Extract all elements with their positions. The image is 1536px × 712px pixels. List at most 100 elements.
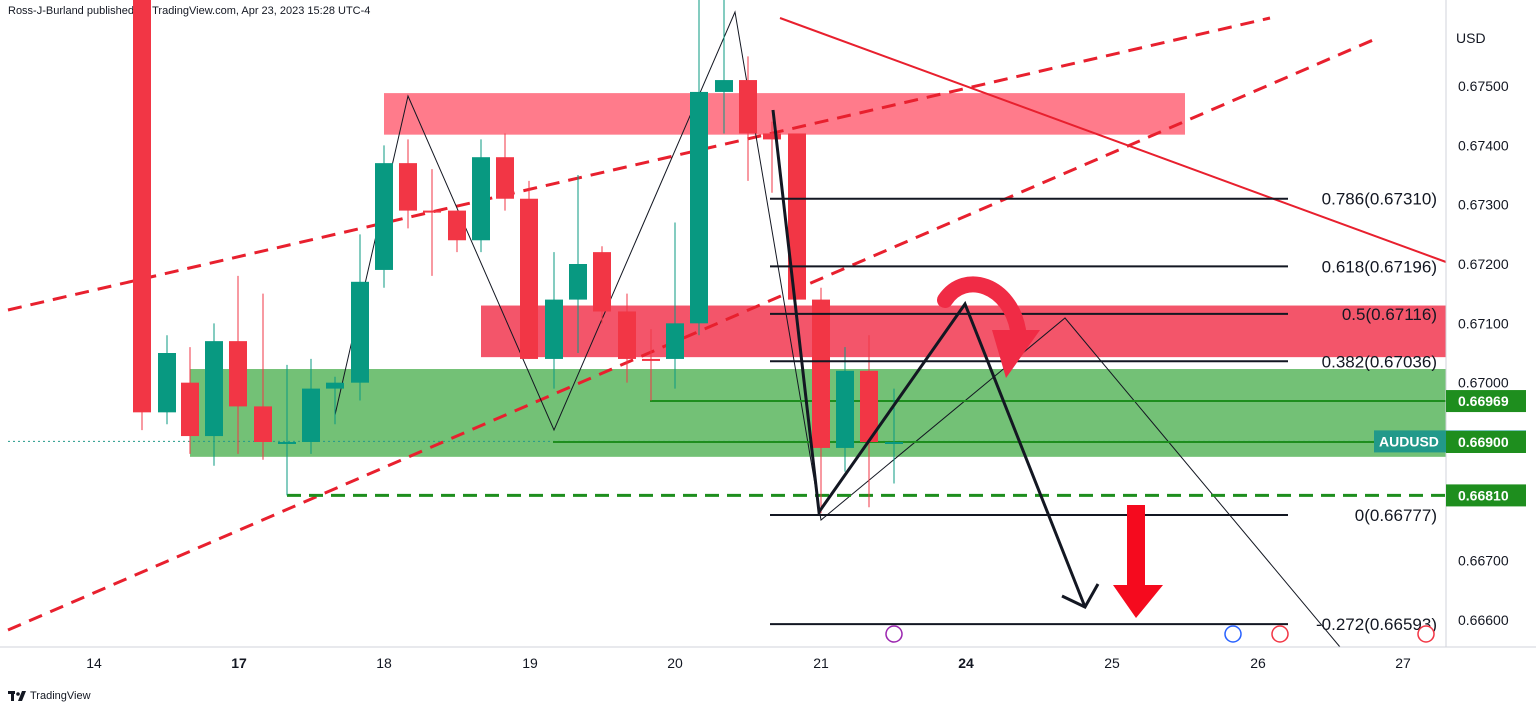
fib-label: 0.618(0.67196) <box>1322 257 1437 276</box>
y-tick-label: 0.67300 <box>1458 197 1509 213</box>
candle-body <box>423 210 441 213</box>
candle-body <box>860 370 878 442</box>
candle <box>569 175 587 353</box>
candle <box>496 133 514 211</box>
lower-trend-line <box>7 35 1381 632</box>
candle-body <box>739 80 757 134</box>
axes-layer: USD 0.67500 0.67400 0.67300 0.67200 0.67100 0.… <box>0 0 1536 671</box>
candle <box>520 180 538 359</box>
fibonacci-layer: 0.786(0.67310) 0.618(0.67196) 0.5(0.67116)… <box>770 190 1437 634</box>
down-arrow-shaft <box>1127 505 1145 585</box>
candle <box>642 329 660 401</box>
candle <box>836 347 854 472</box>
candle <box>351 234 369 401</box>
tradingview-brand[interactable]: TradingView <box>8 690 91 702</box>
candle <box>666 222 684 389</box>
us-flag-event-icon <box>1417 625 1435 643</box>
candle-body <box>885 442 903 444</box>
price-tag <box>1446 484 1526 507</box>
down-arrow-head <box>1113 585 1163 618</box>
candle <box>181 347 199 454</box>
price-tag <box>1446 390 1526 413</box>
candle-body <box>690 91 708 324</box>
candle-body <box>448 210 466 241</box>
candle-body <box>763 133 781 140</box>
candle <box>326 376 344 425</box>
lightning-event-icon <box>885 625 903 643</box>
candle <box>860 335 878 508</box>
y-tick-label: 0.67000 <box>1458 375 1509 391</box>
x-tick-label: 25 <box>1104 655 1120 671</box>
x-tick-label: 21 <box>813 655 829 671</box>
reversal-curve-arrowhead <box>992 330 1040 378</box>
candle-body <box>205 341 223 437</box>
candle <box>302 358 320 454</box>
candle-body <box>158 353 176 413</box>
price-tag <box>1446 431 1526 453</box>
candle-body <box>375 163 393 270</box>
candle-body <box>254 406 272 442</box>
fib-label: 0.5(0.67116) <box>1342 305 1437 324</box>
candle-body <box>666 323 684 359</box>
y-tick-label: 0.67400 <box>1458 137 1509 153</box>
candle <box>545 252 563 389</box>
candle <box>423 169 441 276</box>
candle-body <box>836 370 854 448</box>
x-tick-label: 17 <box>231 655 247 671</box>
currency-label: USD <box>1456 30 1486 46</box>
fib-label: 0.382(0.67036) <box>1322 352 1437 371</box>
x-tick-label: 24 <box>958 655 974 671</box>
x-tick-label: 20 <box>667 655 683 671</box>
candle-body <box>788 133 806 300</box>
candle <box>812 287 830 514</box>
candle <box>229 275 247 454</box>
candle <box>690 0 708 336</box>
upper-trend-line <box>7 16 1271 312</box>
x-tick-label: 19 <box>522 655 538 671</box>
candle-body <box>569 264 587 300</box>
candle-body <box>715 80 733 92</box>
candle <box>763 121 781 193</box>
projection-arrowhead <box>1061 583 1100 609</box>
y-tick-label: 0.67100 <box>1458 315 1509 331</box>
candle-body <box>812 299 830 448</box>
x-tick-label: 14 <box>86 655 102 671</box>
tradingview-logo-icon <box>8 690 26 701</box>
zigzag-pattern-line <box>334 10 1341 648</box>
candle <box>472 139 490 253</box>
candle <box>399 139 417 229</box>
candle <box>278 364 296 496</box>
candle-body <box>326 382 344 389</box>
x-tick-label: 18 <box>376 655 392 671</box>
candle <box>788 133 806 300</box>
candle <box>593 246 611 324</box>
fib-label: -0.272(0.66593) <box>1316 615 1437 634</box>
trendlines-layer <box>7 10 1447 648</box>
reversal-curve-arrow <box>937 276 1026 338</box>
aud-flag-event-icon <box>1224 625 1242 643</box>
candle-body <box>618 311 636 359</box>
fib-label: 0(0.66777) <box>1355 506 1437 525</box>
candle-body <box>496 157 514 199</box>
candle <box>448 210 466 253</box>
x-tick-label: 26 <box>1250 655 1266 671</box>
brand-label: TradingView <box>30 690 91 702</box>
candle <box>254 293 272 460</box>
symbol-tag <box>1374 430 1446 453</box>
resistance-zone <box>384 93 1185 135</box>
x-tick-label: 27 <box>1395 655 1411 671</box>
candle <box>205 323 223 466</box>
candles-layer <box>133 0 903 514</box>
y-tick-label: 0.67200 <box>1458 256 1509 272</box>
candle-body <box>593 252 611 312</box>
candle-body <box>399 163 417 211</box>
candle-body <box>642 358 660 361</box>
candle-body <box>351 281 369 383</box>
candle <box>739 56 757 181</box>
price-tag-value: 0.66810 <box>1458 487 1509 503</box>
publisher-credit: Ross-J-Burland published on TradingView.… <box>8 5 371 17</box>
y-tick-label: 0.66700 <box>1458 553 1509 569</box>
candle <box>133 0 151 431</box>
